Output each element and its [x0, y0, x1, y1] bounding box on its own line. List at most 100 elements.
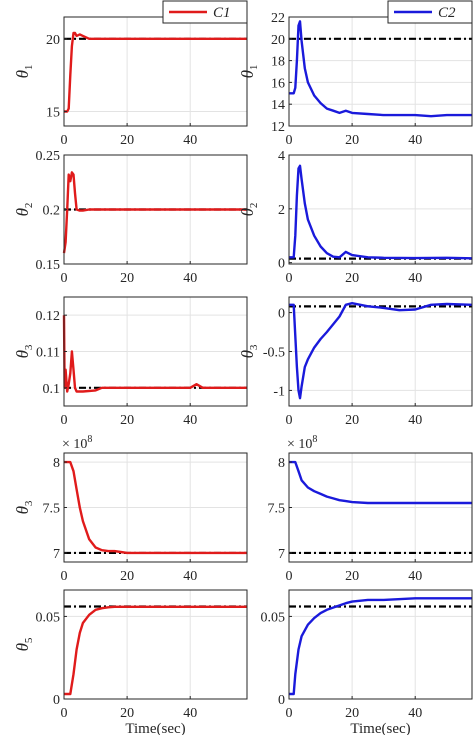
x-axis-label: Time(sec): [350, 721, 410, 735]
series-line-c1: [64, 31, 247, 113]
y-axis-label: θ1: [13, 65, 35, 79]
y-tick-label: 0.12: [36, 309, 61, 324]
legend-label: C1: [213, 5, 231, 21]
x-tick-label: 40: [408, 569, 422, 584]
axes-box: [63, 16, 248, 127]
y-tick-label: 8: [278, 456, 285, 471]
x-tick-label: 40: [408, 133, 422, 148]
y-tick-label: 12: [271, 120, 285, 135]
x-tick-label: 20: [345, 133, 359, 148]
series-line-c1: [64, 460, 247, 555]
x-tick-label: 0: [61, 706, 68, 721]
plot-area: [64, 17, 247, 126]
plot-area: [289, 155, 472, 264]
y-tick-label: 0: [53, 693, 60, 708]
y-tick-label: 20: [271, 33, 285, 48]
x-tick-label: 20: [120, 271, 134, 286]
x-tick-label: 0: [61, 569, 68, 584]
y-tick-label: 0.11: [36, 346, 60, 361]
chart-panel-10: 0 20 40 0 0.05 Time(sec): [261, 589, 473, 735]
y-axis-label: θ5: [13, 637, 35, 651]
y-tick-label: -0.5: [263, 346, 285, 361]
x-tick-label: 0: [286, 133, 293, 148]
y-axis-label: θ3: [13, 344, 35, 358]
series-line-c2: [289, 597, 472, 696]
y-tick-label: 7.5: [43, 502, 61, 517]
x-tick-label: 20: [345, 706, 359, 721]
y-tick-label: 14: [271, 98, 285, 113]
x-tick-label: 0: [286, 413, 293, 428]
y-tick-label: 7: [53, 547, 60, 562]
series-line-c2: [289, 20, 472, 118]
y-tick-label: 15: [46, 105, 60, 120]
x-tick-label: 0: [286, 569, 293, 584]
x-tick-label: 40: [183, 569, 197, 584]
axes-box: [288, 589, 473, 700]
y-tick-label: 0.1: [43, 382, 61, 397]
chart-panel-3: 0 20 40 0.15 0.2 0.25 θ2: [13, 149, 248, 286]
x-tick-label: 40: [183, 133, 197, 148]
chart-panel-1: 0 20 40 15 20 θ1: [13, 16, 248, 148]
y-tick-label: 4: [278, 149, 285, 164]
x-tick-label: 0: [61, 271, 68, 286]
y-axis-label: θ2: [13, 203, 35, 217]
y-tick-label: 7.5: [268, 502, 286, 517]
legend-label: C2: [438, 5, 456, 21]
x-tick-label: 40: [183, 413, 197, 428]
x-tick-label: 20: [120, 413, 134, 428]
series-line-c1: [64, 605, 247, 696]
y-tick-label: 0.15: [36, 258, 61, 273]
plot-area: [289, 17, 472, 126]
plot-area: [64, 590, 247, 699]
y-tick-label: 7: [278, 547, 285, 562]
y-tick-label: 20: [46, 33, 60, 48]
series-line-c2: [289, 302, 473, 400]
y-tick-label: 8: [53, 456, 60, 471]
x-tick-label: 20: [345, 569, 359, 584]
x-tick-label: 20: [345, 271, 359, 286]
x-tick-label: 20: [345, 413, 359, 428]
x-tick-label: 0: [286, 706, 293, 721]
plot-area: [289, 590, 472, 699]
y-tick-label: 2: [278, 203, 285, 218]
axes-box: [288, 154, 473, 265]
series-line-c2: [289, 164, 473, 260]
y-tick-label: 0.05: [36, 610, 61, 625]
x-tick-label: 40: [408, 706, 422, 721]
series-line-c1: [62, 315, 247, 393]
y-tick-label: 18: [271, 55, 285, 70]
x-tick-label: 40: [408, 413, 422, 428]
x-tick-label: 20: [120, 706, 134, 721]
x-tick-label: 0: [61, 133, 68, 148]
y-tick-label: 0: [278, 307, 285, 322]
y-tick-label: 0: [278, 693, 285, 708]
chart-panel-8: 0 20 40 7 7.5 8× 108: [268, 434, 473, 584]
series-line-c2: [289, 460, 472, 505]
legend-c2: C2: [387, 0, 473, 24]
chart-panel-7: 0 20 40 7 7.5 8× 108 θ3: [13, 434, 248, 584]
x-tick-label: 0: [61, 413, 68, 428]
axes-box: [63, 589, 248, 700]
x-tick-label: 40: [183, 706, 197, 721]
legend-c1: C1: [162, 0, 248, 24]
axis-exponent: × 108: [287, 434, 317, 452]
y-tick-label: 0.25: [36, 149, 61, 164]
y-axis-label: θ3: [13, 500, 35, 514]
y-tick-label: -1: [273, 384, 285, 399]
y-tick-label: 16: [271, 76, 285, 91]
x-tick-label: 40: [183, 271, 197, 286]
y-tick-label: 0: [278, 257, 285, 272]
axis-exponent: × 108: [62, 434, 92, 452]
x-tick-label: 0: [286, 271, 293, 286]
series-line-c1: [62, 171, 247, 254]
y-tick-label: 0.05: [261, 610, 286, 625]
chart-panel-5: 0 20 40 0.1 0.11 0.12 θ3: [13, 296, 248, 428]
y-tick-label: 22: [271, 11, 285, 26]
axes-box: [288, 16, 473, 127]
x-axis-label: Time(sec): [125, 721, 185, 735]
